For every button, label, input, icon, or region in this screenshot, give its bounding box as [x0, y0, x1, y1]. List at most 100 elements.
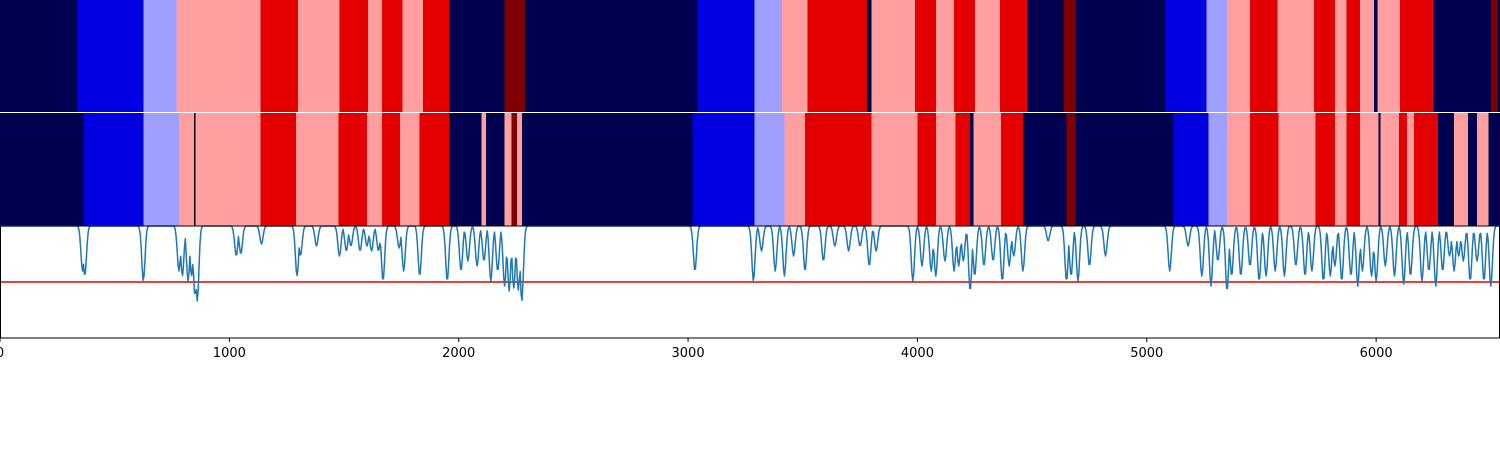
heatmap-cell: [1250, 0, 1278, 112]
heatmap-cell: [76, 0, 144, 112]
heatmap-cell: [955, 113, 971, 226]
heatmap-cell: [193, 113, 196, 226]
heatmap-cell: [1399, 113, 1408, 226]
heatmap-cell: [1075, 0, 1166, 112]
heatmap-cell: [973, 113, 1002, 226]
heatmap-cell: [1208, 113, 1228, 226]
heatmap-cell: [486, 113, 505, 226]
heatmap-cell: [782, 0, 808, 112]
heatmap-cell: [0, 0, 77, 112]
heatmap-cell: [1027, 0, 1065, 112]
heatmap-cell: [917, 113, 936, 226]
heatmap-cell: [143, 113, 179, 226]
heatmap-cell: [784, 113, 806, 226]
heatmap-cell: [260, 0, 299, 112]
heatmap-cell: [504, 113, 512, 226]
heatmap-cell: [1413, 113, 1439, 226]
heatmap-cell: [339, 0, 369, 112]
heatmap-cell: [1165, 0, 1207, 112]
heatmap-cell: [915, 0, 936, 112]
heatmap-row-bottom: [0, 113, 1500, 226]
heatmap-cell: [449, 0, 505, 112]
heatmap-cell: [83, 113, 144, 226]
heatmap-cell: [338, 113, 367, 226]
heatmap-cell: [1206, 0, 1228, 112]
heatmap-cell: [1407, 113, 1414, 226]
heatmap-cell: [381, 0, 403, 112]
heatmap-cell: [1433, 0, 1491, 112]
heatmap-cell: [0, 113, 84, 226]
heatmap-cell: [1250, 113, 1279, 226]
score-panel: [0, 225, 1500, 339]
heatmap-cell: [1227, 113, 1250, 226]
heatmap-cell: [1346, 113, 1361, 226]
x-tick-label: 2000: [442, 346, 475, 361]
heatmap-cell: [1227, 0, 1250, 112]
heatmap-cell: [692, 113, 755, 226]
heatmap-cell: [1314, 0, 1335, 112]
heatmap-cell: [1454, 113, 1468, 226]
heatmap-cell: [1278, 113, 1316, 226]
x-tick-label: 1000: [213, 346, 246, 361]
heatmap-cell: [754, 113, 785, 226]
x-tick-label: 4000: [901, 346, 934, 361]
heatmap-cell: [423, 0, 450, 112]
heatmap-cell: [1490, 0, 1498, 112]
heatmap-cell: [1378, 113, 1381, 226]
heatmap-cell: [525, 0, 698, 112]
heatmap-cell: [1075, 113, 1174, 226]
heatmap-cell: [935, 113, 956, 226]
heatmap-cell: [1377, 0, 1401, 112]
heatmap-cell: [521, 113, 693, 226]
heatmap-cell: [1022, 113, 1067, 226]
heatmap-cell: [517, 113, 522, 226]
heatmap-cell: [1315, 113, 1335, 226]
heatmap-cell: [805, 113, 872, 226]
heatmap-cell: [504, 0, 526, 112]
heatmap-cell: [1400, 0, 1434, 112]
heatmap-cell: [1373, 0, 1378, 112]
heatmap-cell: [1000, 0, 1028, 112]
heatmap-cell: [298, 0, 340, 112]
heatmap-cell: [260, 113, 296, 226]
heatmap-cell: [1488, 113, 1500, 226]
heatmap-cell: [1497, 0, 1500, 112]
heatmap-cell: [1066, 113, 1076, 226]
x-axis: 0 1000 2000 3000 4000 5000 6000: [0, 338, 1393, 361]
heatmap-cell: [481, 113, 487, 226]
x-tick-label: 6000: [1360, 346, 1393, 361]
x-tick-label: 5000: [1130, 346, 1163, 361]
heatmap-cell: [970, 113, 974, 226]
heatmap-cell: [1360, 0, 1374, 112]
x-tick-label: 0: [0, 346, 4, 361]
heatmap-cell: [1360, 113, 1379, 226]
heatmap-cell: [366, 113, 382, 226]
heatmap-cell: [400, 113, 420, 226]
heatmap-cell: [176, 0, 261, 112]
heatmap-cell: [295, 113, 339, 226]
heatmap-cell: [754, 0, 783, 112]
heatmap-cell: [449, 113, 482, 226]
heatmap-cell: [1438, 113, 1455, 226]
heatmap-cell: [1380, 113, 1400, 226]
heatmap-cell: [381, 113, 401, 226]
heatmap-cell: [871, 113, 918, 226]
heatmap-row-top: [0, 0, 1500, 112]
heatmap-cell: [195, 113, 261, 226]
heatmap-cell: [1173, 113, 1209, 226]
heatmap-cell: [511, 113, 518, 226]
heatmap-cell: [974, 0, 1000, 112]
heatmap-cell: [1346, 0, 1361, 112]
heatmap-cell: [935, 0, 955, 112]
heatmap-cell: [697, 0, 755, 112]
heatmap-cell: [807, 0, 867, 112]
heatmap-cell: [954, 0, 975, 112]
heatmap-cell: [419, 113, 450, 226]
heatmap-cell: [871, 0, 916, 112]
heatmap-cell: [1001, 113, 1023, 226]
heatmap-cell: [1277, 0, 1315, 112]
heatmap-cell: [1064, 0, 1076, 112]
heatmap-cell: [1467, 113, 1478, 226]
heatmap-cell: [178, 113, 194, 226]
heatmap-cell: [1334, 0, 1347, 112]
